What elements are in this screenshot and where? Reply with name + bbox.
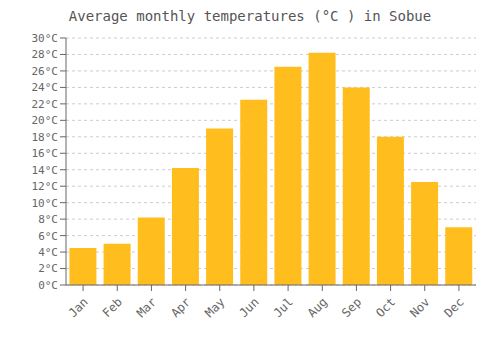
svg-text:Sep: Sep [339,295,364,320]
svg-text:Apr: Apr [168,295,193,320]
svg-text:Dec: Dec [441,295,466,320]
svg-text:8°C: 8°C [38,213,58,226]
svg-text:4°C: 4°C [38,246,58,259]
svg-text:20°C: 20°C [32,114,59,127]
svg-text:10°C: 10°C [32,197,59,210]
svg-text:Feb: Feb [100,295,125,320]
svg-text:14°C: 14°C [32,164,59,177]
svg-text:24°C: 24°C [32,81,59,94]
svg-text:Nov: Nov [407,295,432,320]
svg-text:16°C: 16°C [32,147,59,160]
svg-text:22°C: 22°C [32,98,59,111]
svg-text:12°C: 12°C [32,180,59,193]
svg-text:26°C: 26°C [32,65,59,78]
svg-text:Jul: Jul [271,295,296,320]
svg-text:Oct: Oct [373,295,398,320]
svg-text:Mar: Mar [134,295,159,320]
svg-text:Jan: Jan [66,295,91,320]
svg-text:30°C: 30°C [32,32,59,45]
svg-text:2°C: 2°C [38,262,58,275]
svg-text:May: May [202,295,227,320]
svg-text:Aug: Aug [305,295,330,320]
svg-text:Jun: Jun [236,295,261,320]
svg-text:28°C: 28°C [32,48,59,61]
svg-text:18°C: 18°C [32,131,59,144]
svg-text:0°C: 0°C [38,279,58,292]
svg-text:6°C: 6°C [38,230,58,243]
html-text:Average monthly temperatures (: Average monthly temperatures (°C ) in So… [68,8,432,24]
